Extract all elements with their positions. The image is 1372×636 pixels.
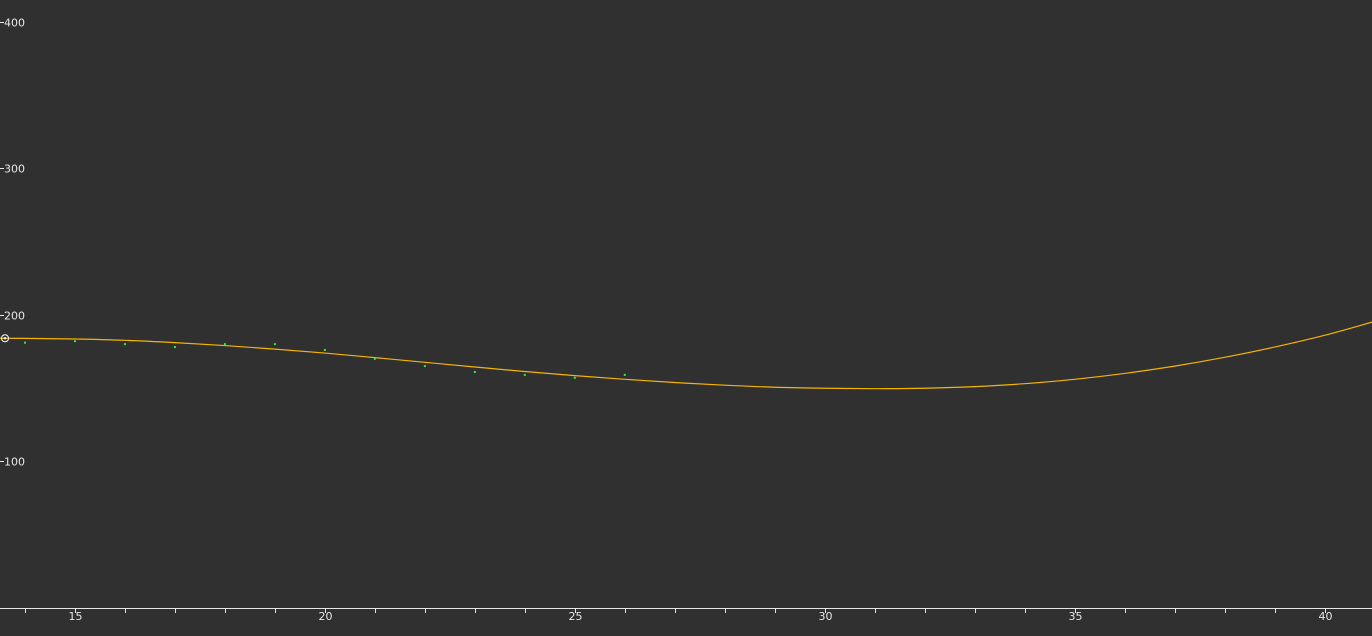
data-point	[623, 373, 626, 376]
data-point	[323, 348, 326, 351]
y-axis: 100 200 300 400	[0, 17, 25, 469]
x-axis: 15 20 25 30 35 40	[0, 608, 1372, 623]
y-tick-label: 100	[4, 456, 25, 469]
fit-curve-group	[0, 321, 1372, 390]
data-point	[23, 341, 26, 344]
x-tick-label: 30	[819, 610, 833, 623]
cursor-ring[interactable]	[1, 334, 9, 343]
x-tick-label: 20	[319, 610, 333, 623]
x-tick-label: 35	[1069, 610, 1083, 623]
x-tick-label: 40	[1319, 610, 1333, 623]
data-point	[423, 365, 426, 368]
cursor-marker-group[interactable]	[1, 334, 9, 343]
x-tick-label: 25	[569, 610, 583, 623]
data-point	[223, 343, 226, 346]
x-tick-label: 15	[69, 610, 83, 623]
y-tick-label: 300	[4, 163, 25, 176]
cursor-dot	[3, 337, 7, 340]
y-tick-label: 400	[4, 17, 25, 30]
data-point	[473, 370, 476, 373]
data-point	[73, 340, 76, 343]
data-point-group	[23, 340, 626, 379]
data-point	[273, 343, 276, 346]
data-point	[123, 343, 126, 346]
data-point	[573, 376, 576, 379]
data-point	[173, 346, 176, 349]
data-point	[373, 357, 376, 360]
data-point	[523, 373, 526, 376]
fit-curve	[0, 321, 1372, 390]
y-tick-label: 200	[4, 310, 25, 323]
